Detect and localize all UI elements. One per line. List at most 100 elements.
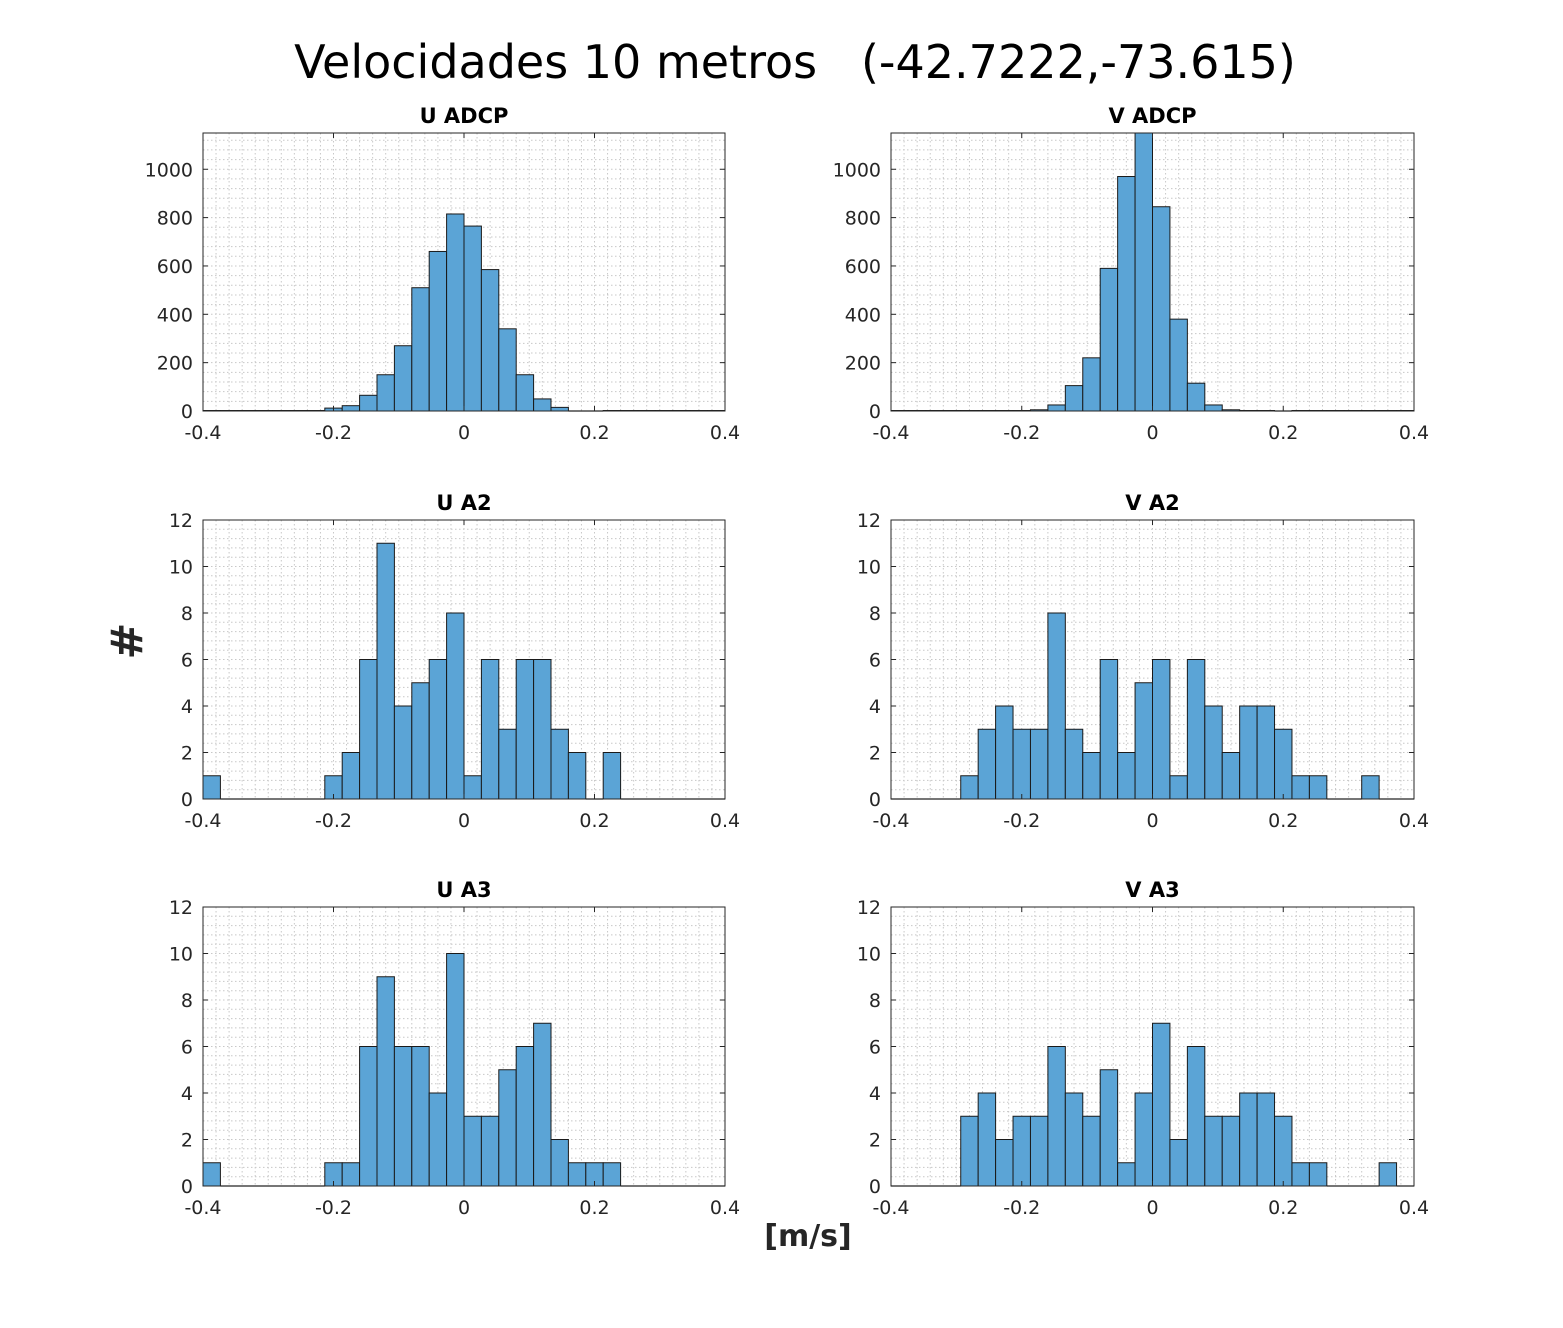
x-tick-label: 0.4	[710, 810, 740, 832]
y-axis: 0 2 4 6 8 10 12	[169, 897, 725, 1198]
y-tick-label: 10	[169, 944, 193, 966]
histogram-bar	[1134, 682, 1153, 800]
x-tick-label: -0.4	[184, 1197, 221, 1219]
histogram-bar	[463, 225, 482, 412]
x-tick-label: 0.2	[1268, 1197, 1298, 1219]
histogram-bar	[1221, 752, 1241, 800]
subplot-title: U A2	[436, 491, 491, 515]
y-tick-label: 8	[181, 990, 193, 1012]
y-tick-label: 8	[869, 990, 881, 1012]
histogram-bar	[1256, 705, 1276, 800]
histogram-bar	[1291, 775, 1310, 800]
subplot-v-a2: -0.4 -0.2 0 0.2 0.4 0 2 4 6 8 10 12 V A2	[857, 491, 1429, 832]
x-tick-label: 0.4	[1399, 1197, 1429, 1219]
histogram-bar	[1274, 1115, 1293, 1187]
x-tick-label: -0.4	[872, 1197, 909, 1219]
y-tick-label: 6	[181, 1037, 193, 1059]
histogram-bar	[1152, 1022, 1171, 1187]
y-axis: 0 2 4 6 8 10 12	[857, 510, 1414, 811]
histogram-bar	[1186, 1046, 1206, 1187]
histogram-bar	[1291, 1162, 1310, 1187]
histogram-bar	[1186, 382, 1206, 412]
histogram-bar	[602, 1162, 622, 1187]
histogram-bar	[428, 659, 448, 800]
histogram-bar	[1256, 1092, 1276, 1187]
y-tick-label: 800	[845, 208, 881, 230]
histogram-bar	[1308, 775, 1328, 800]
y-tick-label: 6	[869, 1037, 881, 1059]
y-tick-label: 2	[869, 743, 881, 765]
histogram-bar	[480, 1115, 500, 1187]
y-tick-label: 400	[845, 304, 881, 326]
histogram-bar	[411, 287, 430, 412]
histogram-bar	[533, 1022, 552, 1187]
y-tick-label: 8	[181, 603, 193, 625]
histogram-bar	[1099, 659, 1119, 800]
y-tick-label: 4	[181, 1083, 193, 1105]
y-tick-label: 4	[869, 1083, 881, 1105]
y-tick-label: 0	[869, 1176, 881, 1198]
y-tick-label: 10	[857, 557, 881, 579]
x-tick-label: 0	[1146, 1197, 1158, 1219]
histogram-bar	[341, 405, 361, 412]
histogram-bar	[1204, 1115, 1223, 1187]
y-tick-label: 2	[181, 1130, 193, 1152]
x-axis: -0.4 -0.2 0 0.2 0.4	[872, 520, 1429, 832]
histogram-bar	[1047, 612, 1066, 800]
bars	[202, 953, 725, 1187]
histogram-bar	[498, 728, 517, 800]
y-axis: 0 2 4 6 8 10 12	[169, 510, 725, 811]
y-tick-label: 600	[157, 256, 193, 278]
y-tick-label: 6	[181, 650, 193, 672]
x-tick-label: 0.2	[1268, 810, 1298, 832]
histogram-bar	[960, 775, 979, 800]
y-tick-label: 8	[869, 603, 881, 625]
histogram-bar	[1099, 1069, 1119, 1187]
histogram-bar	[393, 345, 413, 412]
histogram-bar	[1361, 775, 1380, 800]
x-tick-label: -0.2	[315, 422, 352, 444]
y-tick-label: 12	[169, 897, 193, 919]
x-tick-label: 0	[458, 422, 470, 444]
y-tick-label: 10	[169, 557, 193, 579]
x-tick-label: 0	[458, 1197, 470, 1219]
y-tick-label: 10	[857, 944, 881, 966]
histogram-bar	[376, 542, 395, 800]
histogram-bar	[428, 250, 448, 412]
histogram-bar	[359, 1046, 378, 1187]
histogram-bar	[341, 752, 361, 800]
y-axis: 0 2 4 6 8 10 12	[857, 897, 1414, 1198]
histogram-bar	[1169, 775, 1188, 800]
histogram-bar	[1012, 1115, 1031, 1187]
histogram-bar	[1134, 1092, 1153, 1187]
histogram-bar	[446, 213, 465, 412]
y-tick-label: 0	[869, 789, 881, 811]
histogram-bar	[1029, 728, 1049, 800]
x-tick-label: -0.2	[1003, 422, 1040, 444]
x-tick-label: -0.4	[872, 810, 909, 832]
y-tick-label: 1000	[145, 159, 193, 181]
histogram-bar	[1221, 1115, 1241, 1187]
histogram-bar	[1134, 132, 1153, 412]
histogram-bar	[1117, 176, 1136, 412]
histogram-bar	[1186, 659, 1206, 800]
histogram-bar	[480, 269, 500, 412]
bars	[891, 612, 1414, 800]
x-tick-label: 0.4	[1399, 810, 1429, 832]
histogram-bar	[1047, 1046, 1066, 1187]
histogram-bar	[977, 1092, 997, 1187]
subplot-title: U A3	[436, 878, 491, 902]
histogram-bar	[1029, 1115, 1049, 1187]
x-tick-label: -0.2	[1003, 810, 1040, 832]
y-tick-label: 1000	[833, 159, 881, 181]
histogram-bar	[1064, 728, 1084, 800]
y-tick-label: 2	[869, 1130, 881, 1152]
x-tick-label: 0	[1146, 422, 1158, 444]
histogram-bar	[995, 1139, 1014, 1187]
histogram-bar	[515, 374, 535, 412]
histogram-bar	[446, 612, 465, 800]
subplot-u-a2: -0.4 -0.2 0 0.2 0.4 0 2 4 6 8 10 12 U A2	[169, 491, 740, 832]
histogram-bar	[1047, 404, 1066, 412]
